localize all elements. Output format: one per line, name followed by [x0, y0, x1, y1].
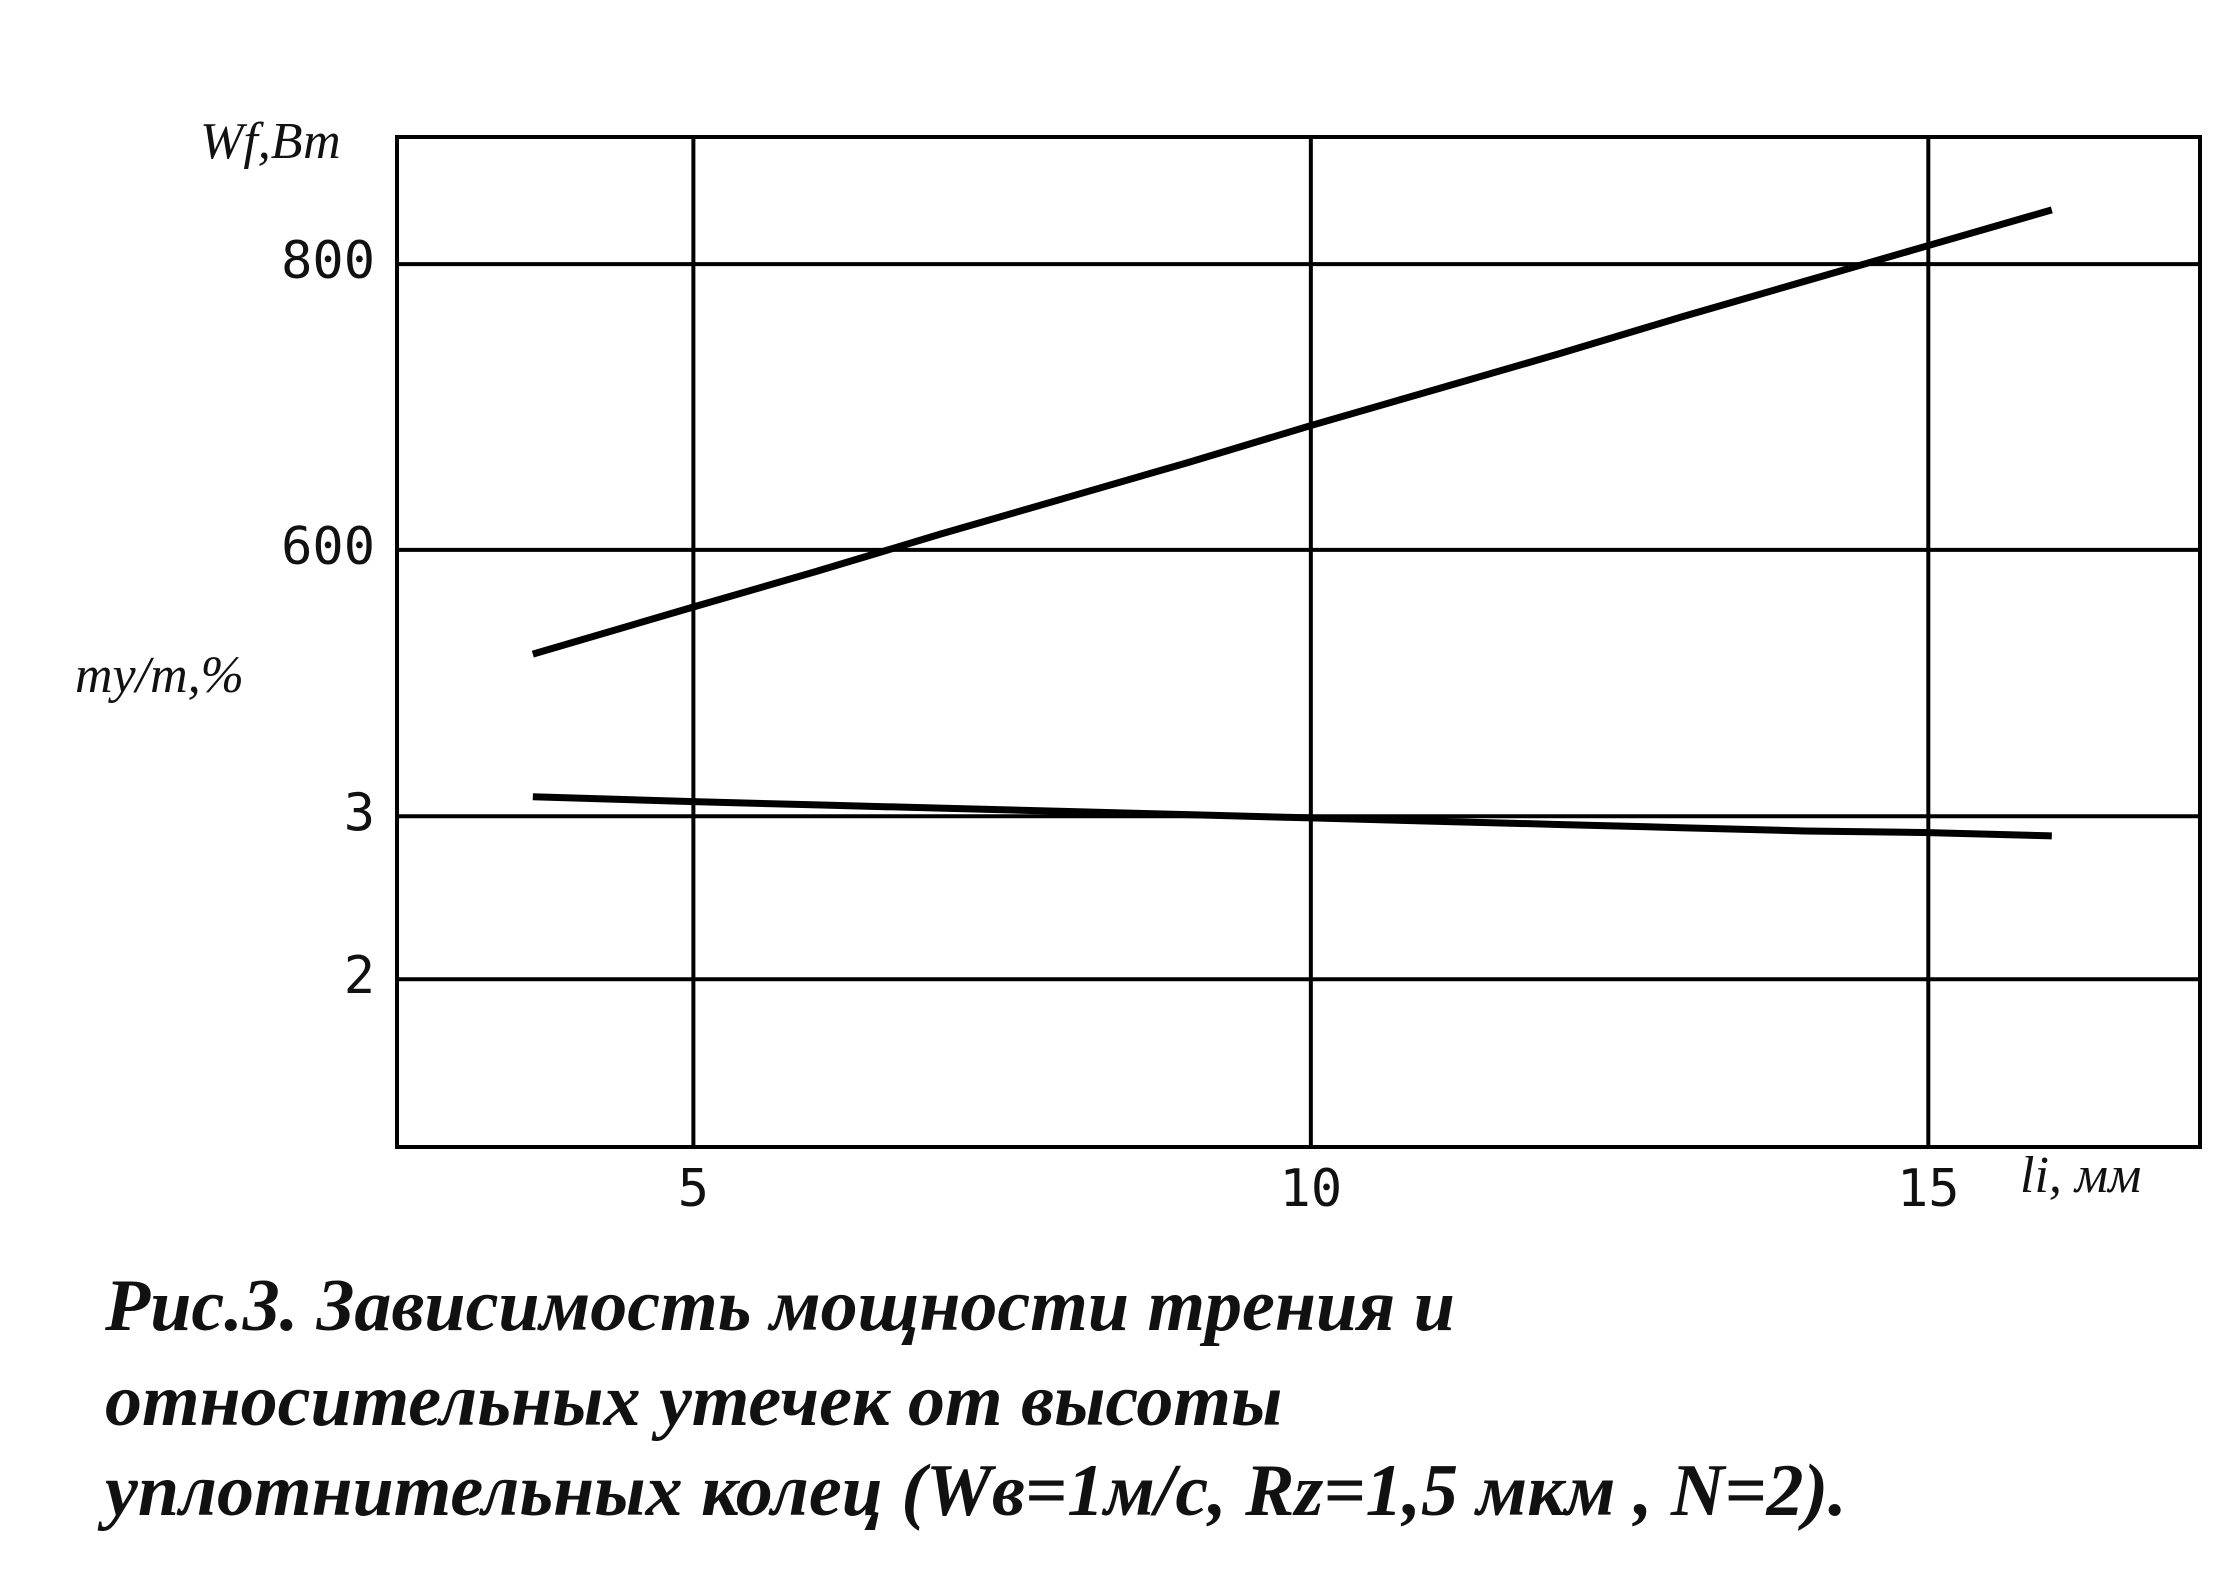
y-tick-label: 600 — [281, 517, 375, 577]
caption-line: уплотнительных колец (Wв=1м/с, Rz=1,5 мк… — [97, 1450, 1847, 1532]
y2-axis-label: my/m,% — [75, 647, 244, 704]
data-line — [532, 793, 2052, 840]
x-tick-label: 15 — [1897, 1159, 1960, 1219]
y-axis-label: Wf,Вт — [200, 113, 341, 170]
plot-frame — [395, 135, 2202, 1149]
y2-tick-label: 2 — [344, 946, 375, 1006]
y-tick-label: 800 — [281, 231, 375, 291]
data-line — [531, 206, 2053, 658]
x-tick-label: 10 — [1280, 1159, 1343, 1219]
caption-line: Рис.3. Зависимость мощности трения и — [104, 1265, 1455, 1347]
x-axis-label: li, мм — [2020, 1147, 2141, 1204]
y2-tick-label: 3 — [344, 783, 375, 843]
caption-line: относительных утечек от высоты — [105, 1360, 1282, 1442]
x-tick-label: 5 — [678, 1159, 709, 1219]
